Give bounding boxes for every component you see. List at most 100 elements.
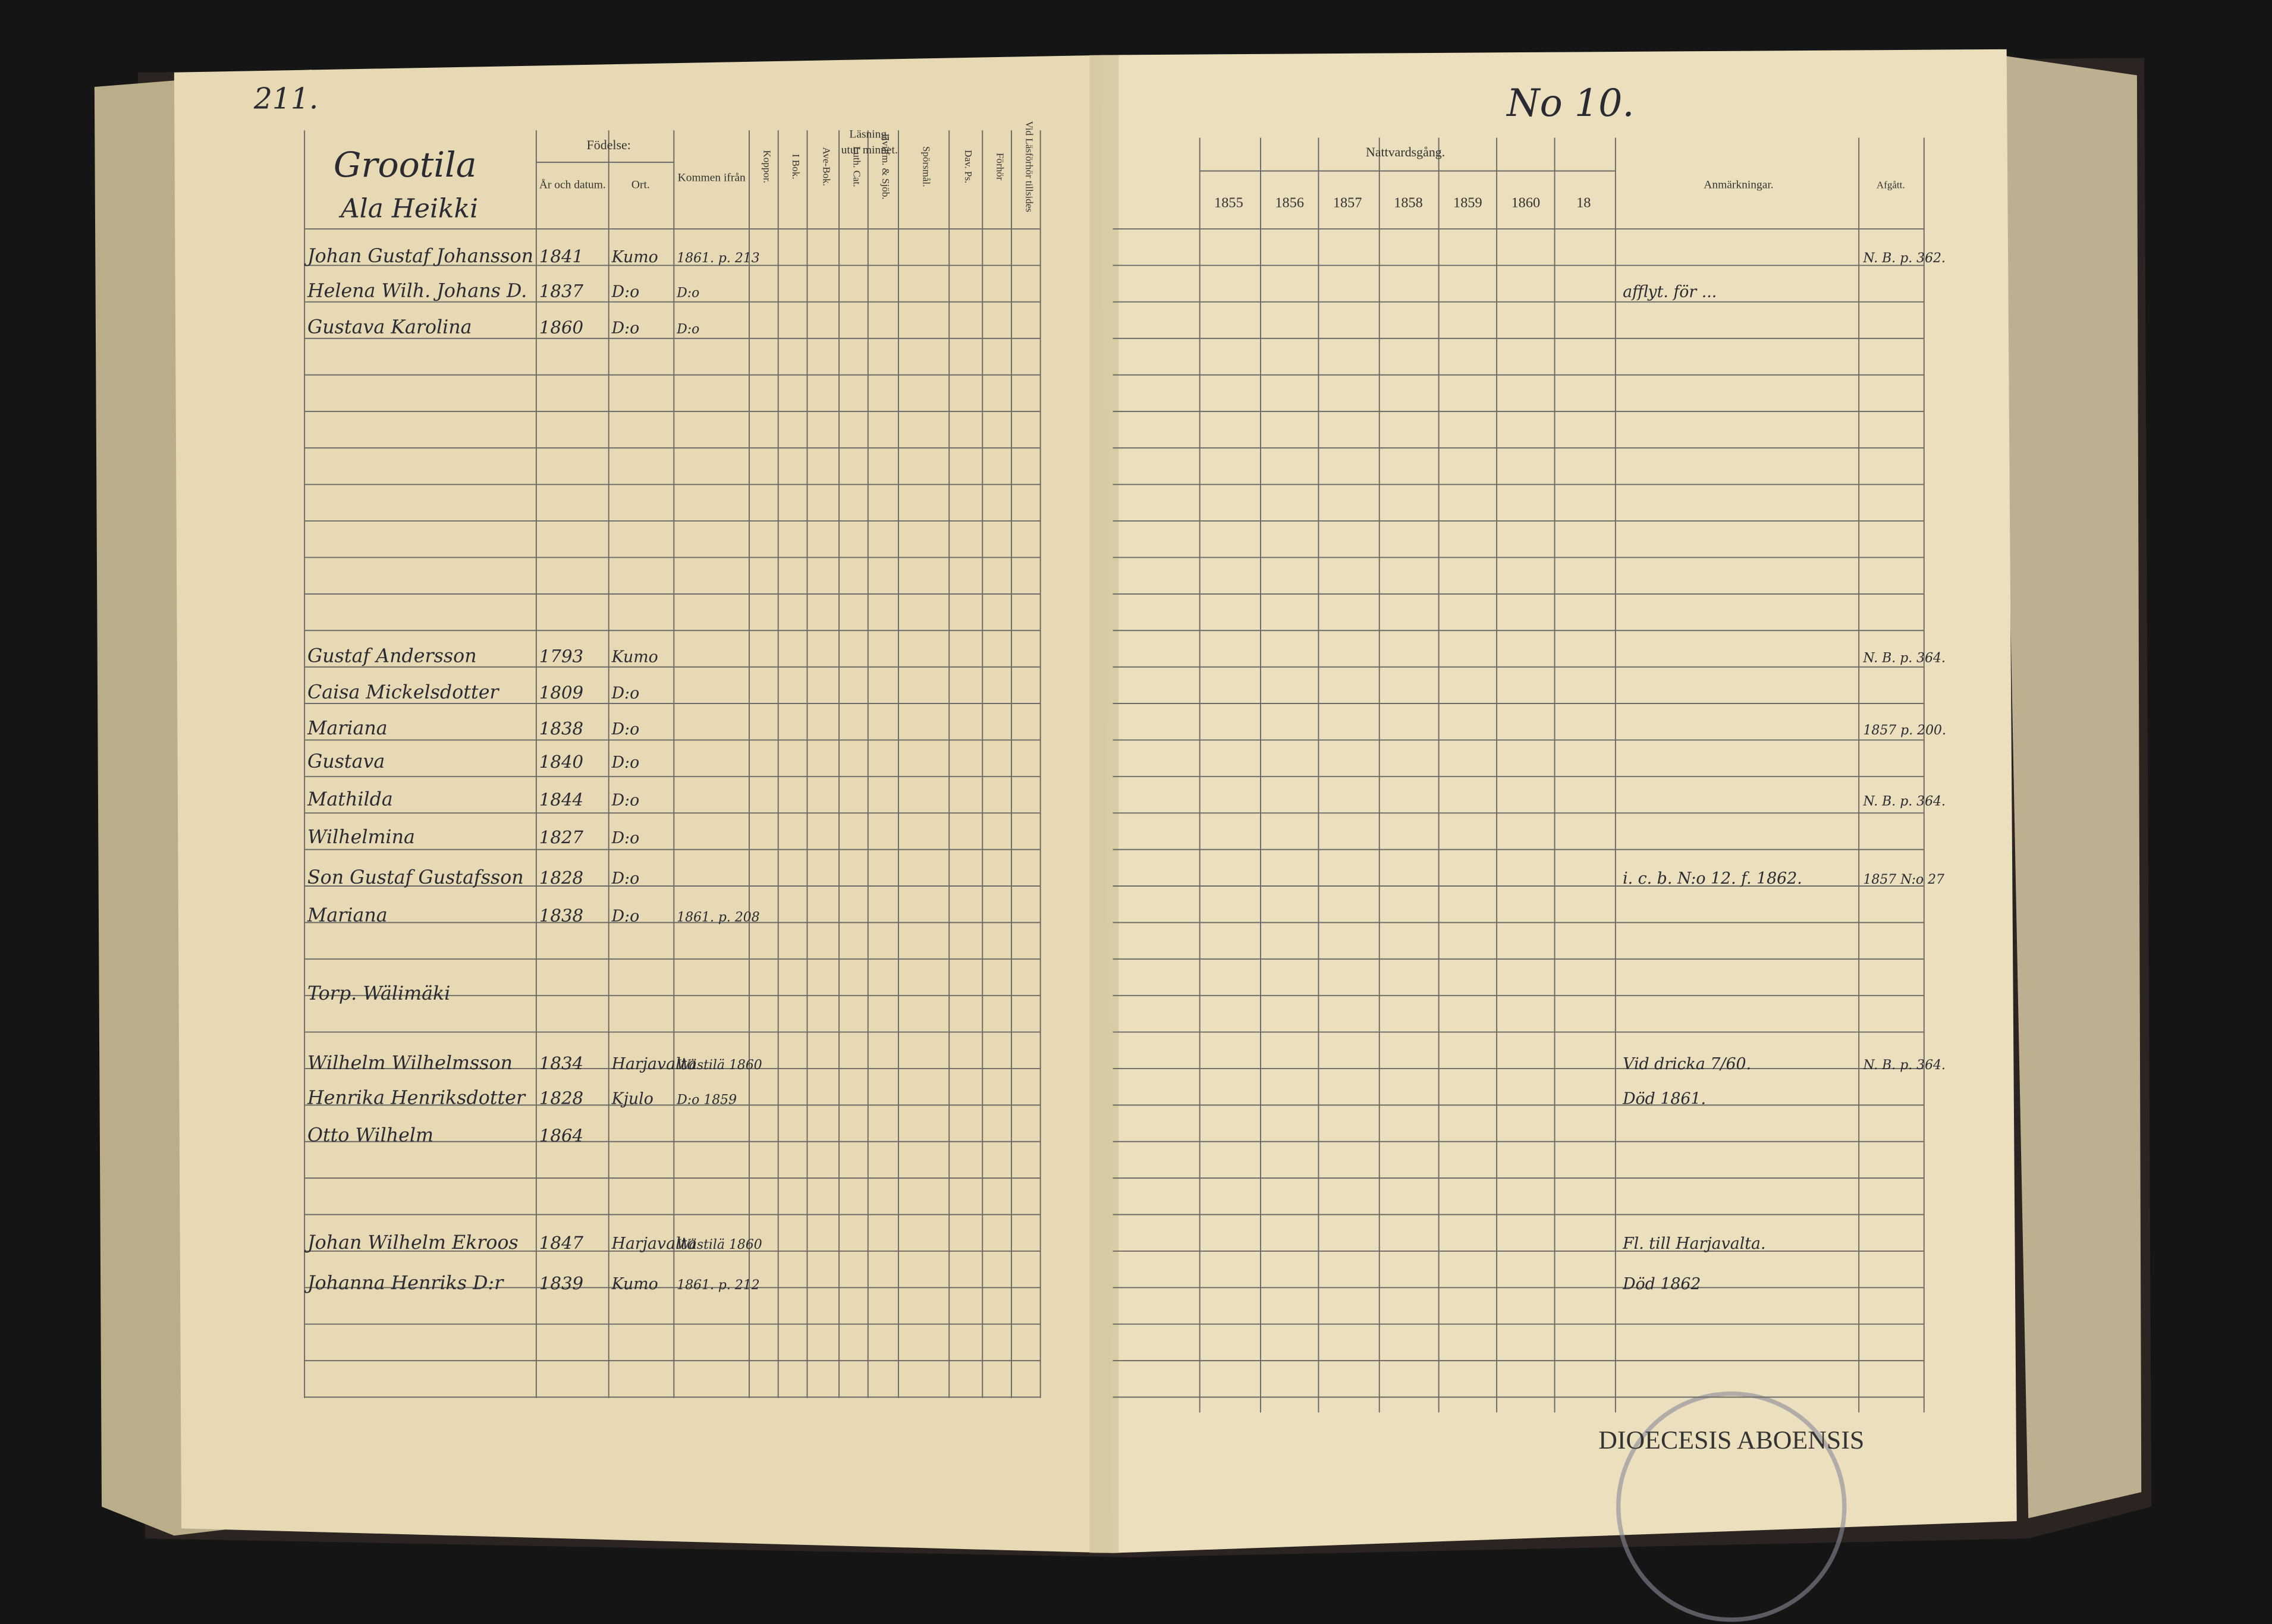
birth-place: D:o [611, 282, 640, 301]
header: Anmärkningar. [1704, 179, 1773, 191]
birth-year: 1827 [539, 827, 584, 847]
header: Nattvardsgång. [1366, 145, 1445, 159]
header: I Bok. [790, 154, 802, 180]
came-from: D:o 1859 [676, 1092, 737, 1107]
person-name: Caisa Mickelsdotter [307, 681, 499, 703]
came-from: D:o [676, 322, 699, 337]
register-number: No 10. [1506, 81, 1634, 125]
person-name: Gustaf Andersson [307, 645, 477, 667]
birth-place: D:o [611, 791, 640, 810]
birth-year: 1864 [539, 1126, 583, 1146]
came-from: Wästilä 1860 [677, 1237, 762, 1252]
person-name: Johan Gustaf Johansson [304, 246, 533, 267]
header: Dav. Ps. [963, 150, 974, 183]
person-name: Gustava [307, 751, 385, 772]
person-name: Johan Wilhelm Ekroos [304, 1232, 518, 1254]
stamp-text: DIOECESIS ABOENSIS [1598, 1426, 1864, 1455]
remark: N. B. p. 364. [1862, 1058, 1945, 1073]
birth-year: 1793 [539, 646, 583, 666]
year-header: 18 [1576, 194, 1591, 211]
birth-year: 1828 [539, 1088, 583, 1108]
person-name: Henrika Henriksdotter [307, 1087, 526, 1108]
header: Vid Läsförhör tillsides [1023, 121, 1035, 213]
remark: N. B. p. 364. [1862, 651, 1945, 665]
person-name: Gustava Karolina [307, 316, 472, 338]
person-name: Wilhelm Wilhelmsson [307, 1053, 513, 1074]
header: Koppor. [761, 150, 772, 183]
header: utur minnet. [841, 144, 898, 156]
remark: N. B. p. 364. [1862, 794, 1945, 809]
stamp [1616, 1391, 1847, 1622]
person-name: Johanna Henriks D:r [304, 1273, 504, 1294]
header: Kommen ifrån [678, 172, 746, 184]
header: Läsning, [849, 128, 890, 140]
came-from: 1861. p. 213 [677, 251, 759, 266]
year-header: 1857 [1333, 194, 1362, 211]
header: Hvilfm. & Sjöb. [880, 134, 891, 200]
birth-year: 1838 [539, 718, 583, 739]
birth-place: Harjavalta [611, 1235, 697, 1253]
header: Luth. Cat. [851, 146, 862, 187]
birth-place: Kjulo [611, 1089, 653, 1108]
birth-place: D:o [611, 907, 640, 925]
year-header: 1855 [1214, 194, 1243, 211]
remark: i. c. b. N:o 12. f. 1862. [1623, 869, 1802, 888]
text-layer: 211. Grootila Ala Heikki No 10. Födelse:… [253, 81, 1946, 1294]
birth-place: Kumo [611, 648, 658, 666]
birth-year: 1841 [539, 246, 583, 266]
remark: Död 1861. [1622, 1089, 1706, 1108]
came-from: D:o [676, 285, 699, 300]
header: Ave-Bok. [821, 147, 832, 186]
birth-year: 1840 [539, 752, 583, 772]
person-name: Mariana [307, 718, 388, 739]
remark: Död 1862 [1622, 1275, 1701, 1293]
header: Spörsmål. [920, 146, 932, 187]
birth-place: D:o [611, 684, 640, 702]
gutter [1089, 55, 1119, 1553]
person-name: Wilhelmina [307, 827, 415, 848]
birth-place: D:o [611, 720, 640, 739]
birth-year: 1847 [539, 1233, 584, 1253]
person-name: Mariana [307, 904, 388, 926]
person-name: Torp. Wälimäki [307, 983, 450, 1004]
birth-year: 1838 [539, 905, 583, 925]
header: Förhör [995, 153, 1006, 181]
remark: Fl. till Harjavalta. [1622, 1235, 1765, 1253]
birth-year: 1809 [539, 682, 583, 702]
year-header: 1859 [1453, 194, 1482, 211]
farm-subtitle: Ala Heikki [338, 193, 478, 224]
birth-place: Harjavalta [611, 1055, 697, 1073]
came-from: 1861. p. 212 [677, 1278, 759, 1293]
came-from: 1861. p. 208 [677, 910, 760, 925]
header: Afgått. [1877, 180, 1905, 191]
birth-place: Kumo [611, 248, 658, 266]
person-name: Son Gustaf Gustafsson [307, 867, 524, 888]
birth-year: 1837 [539, 281, 584, 301]
person-name: Otto Wilhelm [307, 1125, 433, 1146]
birth-year: 1860 [539, 317, 583, 337]
birth-place: D:o [611, 319, 640, 337]
page-number: 211. [253, 83, 318, 116]
birth-year: 1828 [539, 868, 583, 888]
header: Ort. [631, 179, 650, 191]
header: År och datum. [539, 179, 606, 191]
birth-year: 1844 [539, 790, 583, 810]
ruled-grid [304, 130, 1925, 1413]
birth-year: 1839 [539, 1273, 583, 1293]
right-page-edge [1999, 55, 2142, 1519]
remark: N. B. p. 362. [1862, 251, 1945, 266]
person-name: Helena Wilh. Johans D. [307, 280, 527, 301]
remark: 1857 N:o 27 [1863, 872, 1944, 887]
right-page [1101, 49, 2017, 1553]
header: Födelse: [587, 137, 631, 152]
remark: afflyt. för ... [1623, 282, 1717, 301]
year-header: 1860 [1511, 194, 1540, 211]
birth-place: D:o [611, 869, 640, 888]
remark: 1857 p. 200. [1863, 723, 1946, 738]
birth-year: 1834 [539, 1053, 583, 1073]
birth-place: D:o [611, 753, 640, 772]
birth-place: D:o [611, 829, 640, 847]
year-header: 1856 [1275, 194, 1304, 211]
